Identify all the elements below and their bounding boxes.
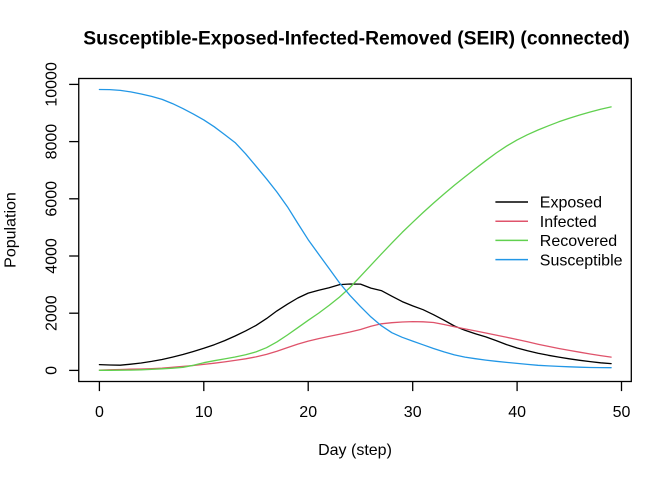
- svg-text:0: 0: [95, 404, 104, 421]
- svg-text:10: 10: [195, 404, 213, 421]
- svg-text:30: 30: [404, 404, 422, 421]
- svg-text:20: 20: [299, 404, 317, 421]
- svg-text:10000: 10000: [44, 62, 61, 107]
- svg-text:Day (step): Day (step): [318, 442, 392, 459]
- svg-text:2000: 2000: [44, 295, 61, 331]
- svg-text:4000: 4000: [44, 238, 61, 274]
- svg-text:Recovered: Recovered: [540, 233, 617, 250]
- svg-text:6000: 6000: [44, 181, 61, 217]
- svg-text:0: 0: [44, 366, 61, 375]
- svg-text:Susceptible: Susceptible: [540, 252, 623, 269]
- svg-text:Susceptible-Exposed-Infected-R: Susceptible-Exposed-Infected-Removed (SE…: [83, 29, 629, 50]
- svg-text:50: 50: [613, 404, 631, 421]
- svg-text:40: 40: [508, 404, 526, 421]
- svg-text:Infected: Infected: [540, 214, 597, 231]
- svg-text:Population: Population: [2, 192, 19, 268]
- svg-text:8000: 8000: [44, 124, 61, 160]
- svg-text:Exposed: Exposed: [540, 195, 602, 212]
